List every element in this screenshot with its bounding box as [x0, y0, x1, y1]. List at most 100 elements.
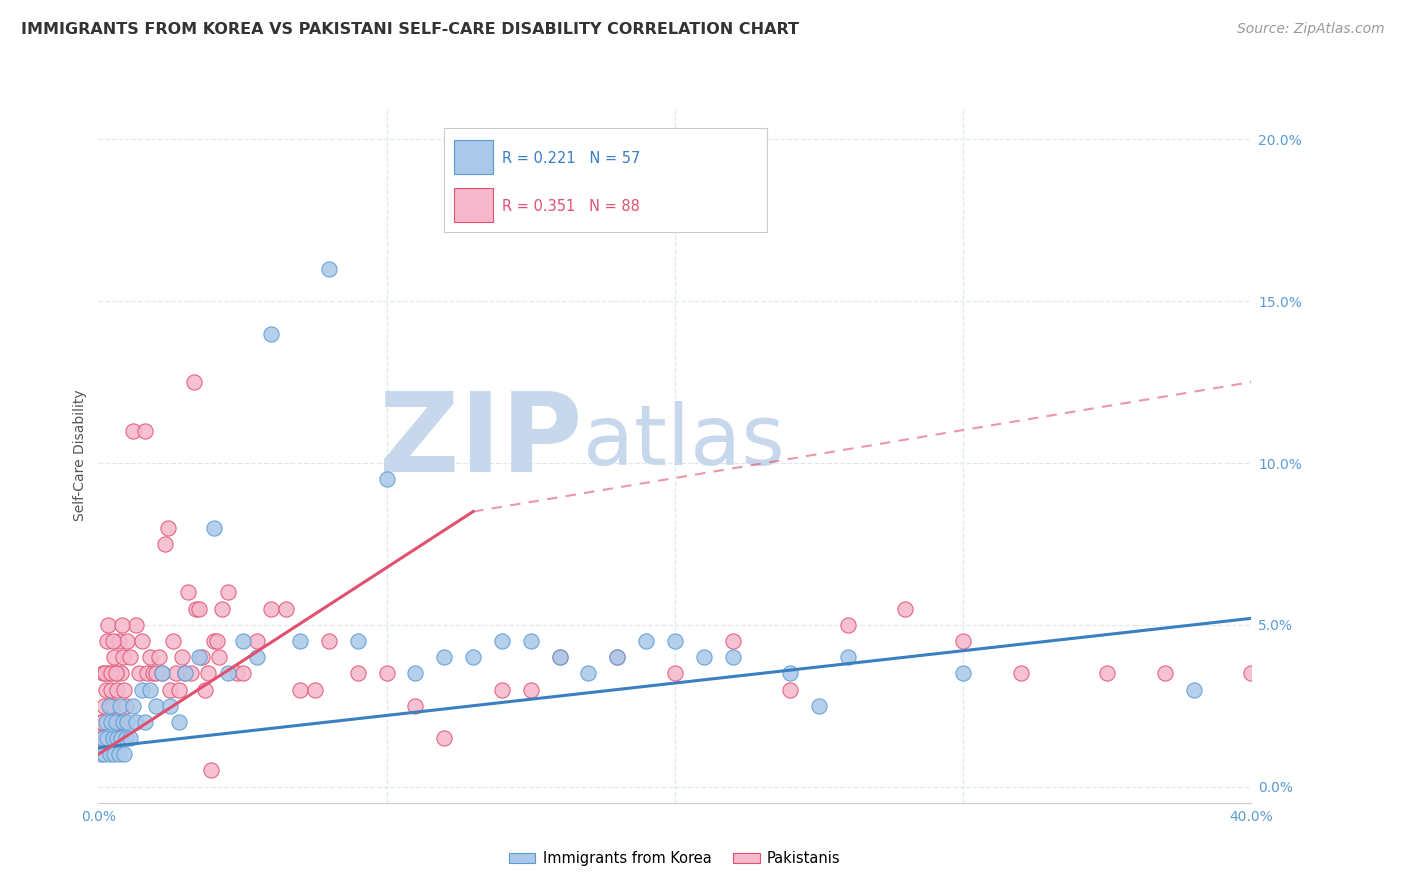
- Point: [405, 666, 427, 681]
- Point: [807, 698, 830, 713]
- Point: [98, 747, 121, 762]
- Point: [97, 666, 120, 681]
- Point: [94, 714, 117, 729]
- Point: [139, 682, 162, 697]
- Point: [779, 682, 801, 697]
- Point: [721, 650, 744, 665]
- Point: [664, 666, 686, 681]
- Point: [217, 666, 239, 681]
- Point: [197, 666, 219, 681]
- Point: [202, 521, 225, 535]
- Point: [117, 634, 138, 648]
- Point: [952, 666, 974, 681]
- Text: ZIP: ZIP: [380, 387, 582, 494]
- Point: [93, 747, 115, 762]
- Point: [94, 682, 117, 697]
- Point: [101, 731, 124, 745]
- Point: [202, 634, 225, 648]
- Point: [246, 634, 269, 648]
- Point: [120, 731, 142, 745]
- Point: [246, 650, 269, 665]
- Point: [93, 698, 115, 713]
- Point: [779, 666, 801, 681]
- Point: [105, 682, 128, 697]
- Point: [159, 698, 181, 713]
- Point: [90, 747, 112, 762]
- Point: [97, 698, 120, 713]
- Point: [97, 617, 120, 632]
- Point: [211, 601, 233, 615]
- Point: [170, 650, 193, 665]
- Point: [188, 650, 211, 665]
- Point: [110, 666, 132, 681]
- Point: [461, 650, 484, 665]
- Point: [112, 747, 135, 762]
- Point: [117, 714, 138, 729]
- Point: [142, 666, 165, 681]
- Point: [108, 698, 131, 713]
- Point: [548, 650, 571, 665]
- Point: [837, 617, 859, 632]
- Point: [96, 634, 118, 648]
- Point: [636, 634, 658, 648]
- Point: [205, 634, 228, 648]
- Text: IMMIGRANTS FROM KOREA VS PAKISTANI SELF-CARE DISABILITY CORRELATION CHART: IMMIGRANTS FROM KOREA VS PAKISTANI SELF-…: [21, 22, 799, 37]
- Point: [108, 714, 131, 729]
- Point: [721, 634, 744, 648]
- Point: [231, 634, 254, 648]
- Point: [194, 682, 217, 697]
- Text: atlas: atlas: [582, 401, 785, 482]
- Legend: Immigrants from Korea, Pakistanis: Immigrants from Korea, Pakistanis: [503, 846, 846, 872]
- Point: [952, 634, 974, 648]
- Point: [346, 634, 368, 648]
- Point: [191, 650, 214, 665]
- Point: [105, 666, 128, 681]
- Point: [346, 666, 368, 681]
- Point: [103, 650, 125, 665]
- Point: [318, 634, 340, 648]
- Point: [162, 634, 184, 648]
- Point: [139, 650, 162, 665]
- Text: Source: ZipAtlas.com: Source: ZipAtlas.com: [1237, 22, 1385, 37]
- Point: [290, 634, 312, 648]
- Point: [145, 698, 167, 713]
- Point: [664, 634, 686, 648]
- Point: [91, 666, 114, 681]
- Point: [90, 714, 112, 729]
- Point: [167, 682, 190, 697]
- Point: [174, 666, 197, 681]
- Point: [111, 617, 134, 632]
- Point: [188, 601, 211, 615]
- Point: [90, 714, 112, 729]
- Point: [217, 585, 239, 599]
- Point: [122, 698, 145, 713]
- Point: [98, 698, 121, 713]
- Point: [225, 666, 247, 681]
- Point: [433, 731, 456, 745]
- Point: [1097, 666, 1119, 681]
- Point: [125, 617, 148, 632]
- Point: [290, 682, 312, 697]
- Point: [100, 666, 122, 681]
- Point: [260, 326, 283, 341]
- Point: [208, 650, 231, 665]
- Point: [165, 666, 187, 681]
- Point: [150, 666, 173, 681]
- Point: [111, 714, 134, 729]
- Point: [693, 650, 716, 665]
- Point: [1010, 666, 1032, 681]
- Point: [520, 634, 543, 648]
- Point: [100, 682, 122, 697]
- Point: [894, 601, 917, 615]
- Point: [112, 682, 135, 697]
- Point: [318, 261, 340, 276]
- Point: [576, 666, 599, 681]
- Point: [134, 714, 156, 729]
- Point: [114, 731, 136, 745]
- Point: [183, 375, 205, 389]
- Point: [180, 666, 202, 681]
- Point: [174, 666, 197, 681]
- Point: [186, 601, 208, 615]
- Point: [837, 650, 859, 665]
- Point: [101, 698, 124, 713]
